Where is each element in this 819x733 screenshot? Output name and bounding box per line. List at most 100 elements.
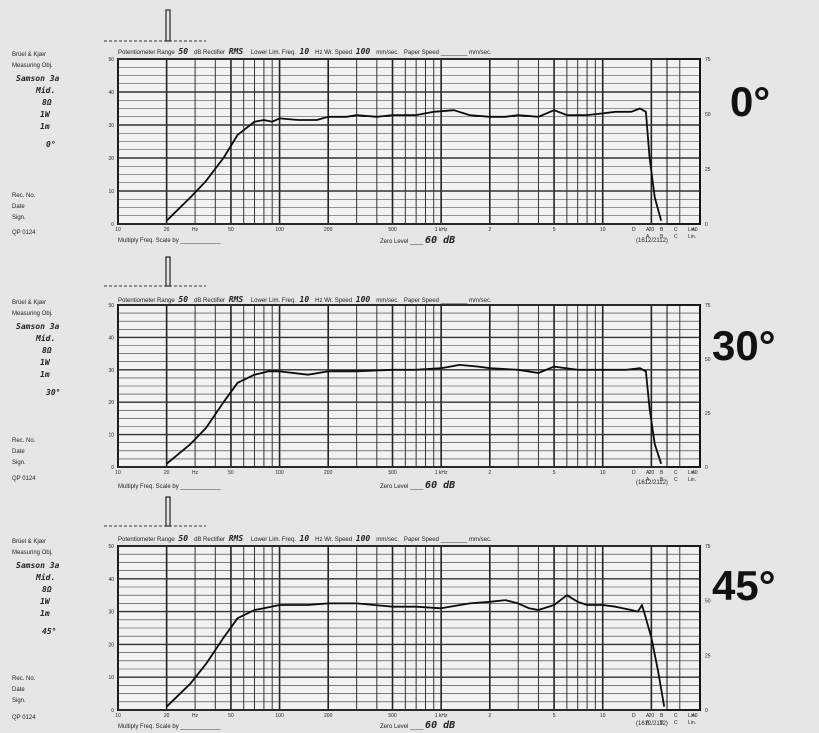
paper-code: (1612/2112) [636, 480, 668, 486]
y-tick-left: 0 [111, 222, 114, 228]
response-curve [165, 107, 663, 222]
angle-label: 0° [730, 78, 771, 125]
marker-pulse [165, 496, 171, 527]
weighting-bottom: B [660, 720, 664, 726]
angle-label: 30° [712, 322, 776, 369]
rec-no-label: Rec. No. [12, 193, 36, 199]
response-curve [165, 594, 666, 708]
y-tick-left: 10 [108, 433, 114, 439]
obj-line-0: Samson 3a [16, 322, 60, 331]
x-tick: 100 [275, 227, 284, 233]
x-tick: 10 [115, 470, 121, 476]
footer-multiply: Multiply Freq. Scale by ____________ [118, 484, 221, 490]
weighting-bottom: A [646, 720, 650, 726]
marker-pulse [165, 256, 171, 287]
obj-line-4: 1m [40, 370, 50, 379]
brand-label: Brüel & Kjær [12, 539, 47, 545]
weighting-bottom: Lin. [688, 720, 696, 726]
x-tick: 20 [164, 470, 170, 476]
y-tick-left: 0 [111, 708, 114, 714]
weighting-bottom: C [674, 477, 678, 483]
date-label: Date [12, 204, 25, 210]
y-tick-left: 40 [108, 577, 114, 583]
x-tick: 10 [600, 227, 606, 233]
footer-multiply: Multiply Freq. Scale by ____________ [118, 724, 221, 730]
weighting-top: A [646, 227, 650, 233]
x-tick: 2 [488, 470, 491, 476]
x-tick: 1 kHz [435, 227, 448, 233]
y-tick-left: 0 [111, 465, 114, 471]
weighting-bottom: Lin. [688, 234, 696, 240]
x-tick: 5 [553, 470, 556, 476]
y-tick-left: 40 [108, 335, 114, 341]
chart-panel-1: Potentiometer Range 50 dB Rectifier RMS L… [0, 244, 819, 491]
x-tick: 500 [388, 227, 397, 233]
angle-note: 45° [42, 627, 57, 636]
obj-line-1: Mid. [36, 334, 56, 343]
y-tick-left: 40 [108, 90, 114, 96]
weighting-top: B [660, 713, 664, 719]
footer-zero-level: Zero Level ____ 60 dB [380, 480, 456, 491]
form-no: QP 0124 [12, 715, 36, 721]
y-tick-right: 0 [705, 222, 708, 228]
marker-pulse [165, 9, 171, 42]
response-curve [166, 364, 663, 465]
y-tick-left: 50 [108, 57, 114, 63]
x-tick: 500 [388, 713, 397, 719]
weighting-top: Lin. [688, 227, 696, 233]
y-tick-right: 0 [705, 465, 708, 471]
x-tick: 20 [649, 470, 655, 476]
angle-label: 45° [712, 562, 776, 609]
x-tick: 200 [324, 227, 333, 233]
y-tick-left: 30 [108, 368, 114, 374]
x-unit-hz: Hz [192, 227, 199, 233]
weighting-num: 40 [692, 470, 698, 476]
obj-line-0: Samson 3a [16, 74, 60, 83]
paper-code: (1612/2112) [636, 721, 668, 727]
obj-line-2: 8Ω [42, 98, 52, 107]
weighting-bottom: A [646, 234, 650, 240]
x-tick: 50 [228, 713, 234, 719]
weighting-bottom: Lin. [688, 477, 696, 483]
weighting-num: 40 [692, 713, 698, 719]
y-tick-left: 50 [108, 544, 114, 550]
weighting-top: Lin. [688, 713, 696, 719]
y-tick-right: 50 [705, 357, 711, 363]
weighting-top: D [632, 470, 636, 476]
weighting-bottom: C [674, 234, 678, 240]
sign-label: Sign. [12, 460, 26, 466]
brand-label: Brüel & Kjær [12, 52, 47, 58]
weighting-top: A [646, 713, 650, 719]
y-tick-right: 0 [705, 708, 708, 714]
rec-no-label: Rec. No. [12, 438, 36, 444]
weighting-top: C [674, 470, 678, 476]
obj-line-3: 1W [40, 597, 50, 606]
weighting-top: D [632, 227, 636, 233]
x-tick: 1 kHz [435, 470, 448, 476]
right-block [666, 58, 701, 225]
y-tick-right: 25 [705, 411, 711, 417]
weighting-top: B [660, 470, 664, 476]
measuring-obj-label: Measuring Obj. [12, 311, 53, 317]
x-tick: 20 [649, 713, 655, 719]
x-tick: 10 [600, 713, 606, 719]
weighting-bottom: C [674, 720, 678, 726]
x-tick: 500 [388, 470, 397, 476]
obj-line-1: Mid. [36, 573, 56, 582]
obj-line-0: Samson 3a [16, 561, 60, 570]
x-tick: 10 [600, 470, 606, 476]
x-tick: 100 [275, 470, 284, 476]
chart-panel-2: Potentiometer Range 50 dB Rectifier RMS L… [0, 488, 819, 732]
x-tick: 20 [649, 227, 655, 233]
weighting-bottom: B [660, 477, 664, 483]
x-tick: 50 [228, 227, 234, 233]
x-tick: 100 [275, 713, 284, 719]
obj-line-3: 1W [40, 358, 50, 367]
weighting-top: C [674, 227, 678, 233]
form-no: QP 0124 [12, 230, 36, 236]
y-tick-right: 75 [705, 303, 711, 309]
x-tick: 5 [553, 713, 556, 719]
obj-line-4: 1m [40, 609, 50, 618]
angle-note: 0° [46, 140, 56, 149]
